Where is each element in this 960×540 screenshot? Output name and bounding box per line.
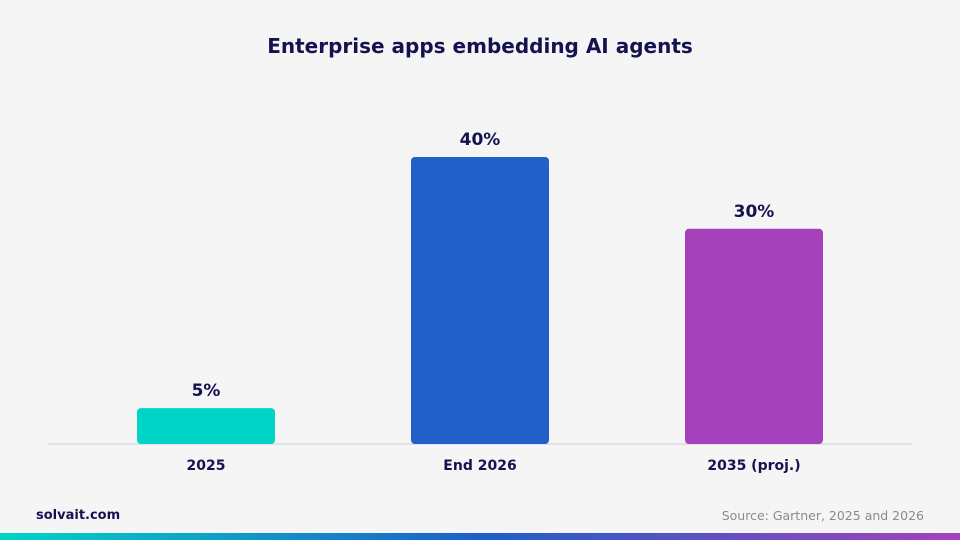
footer-source: Source: Gartner, 2025 and 2026: [721, 508, 924, 523]
x-tick-label-3: 2035 (proj.): [707, 458, 800, 474]
data-label-1: 5%: [192, 381, 221, 401]
footer-brand: solvait.com: [36, 508, 121, 523]
x-tick-label-1: 2025: [187, 458, 226, 474]
chart-title: Enterprise apps embedding AI agents: [267, 34, 693, 58]
bar-chart: 5% 2025 40% End 2026 30% 2035 (proj.): [48, 130, 912, 474]
data-label-3: 30%: [734, 202, 775, 222]
bar-2: [411, 157, 549, 444]
bars-group: 5% 2025 40% End 2026 30% 2035 (proj.): [137, 130, 823, 474]
footer-gradient-strip: [0, 533, 960, 540]
bar-3: [685, 228, 823, 444]
bar-1: [137, 408, 275, 444]
data-label-2: 40%: [460, 130, 501, 150]
x-tick-label-2: End 2026: [443, 458, 516, 474]
